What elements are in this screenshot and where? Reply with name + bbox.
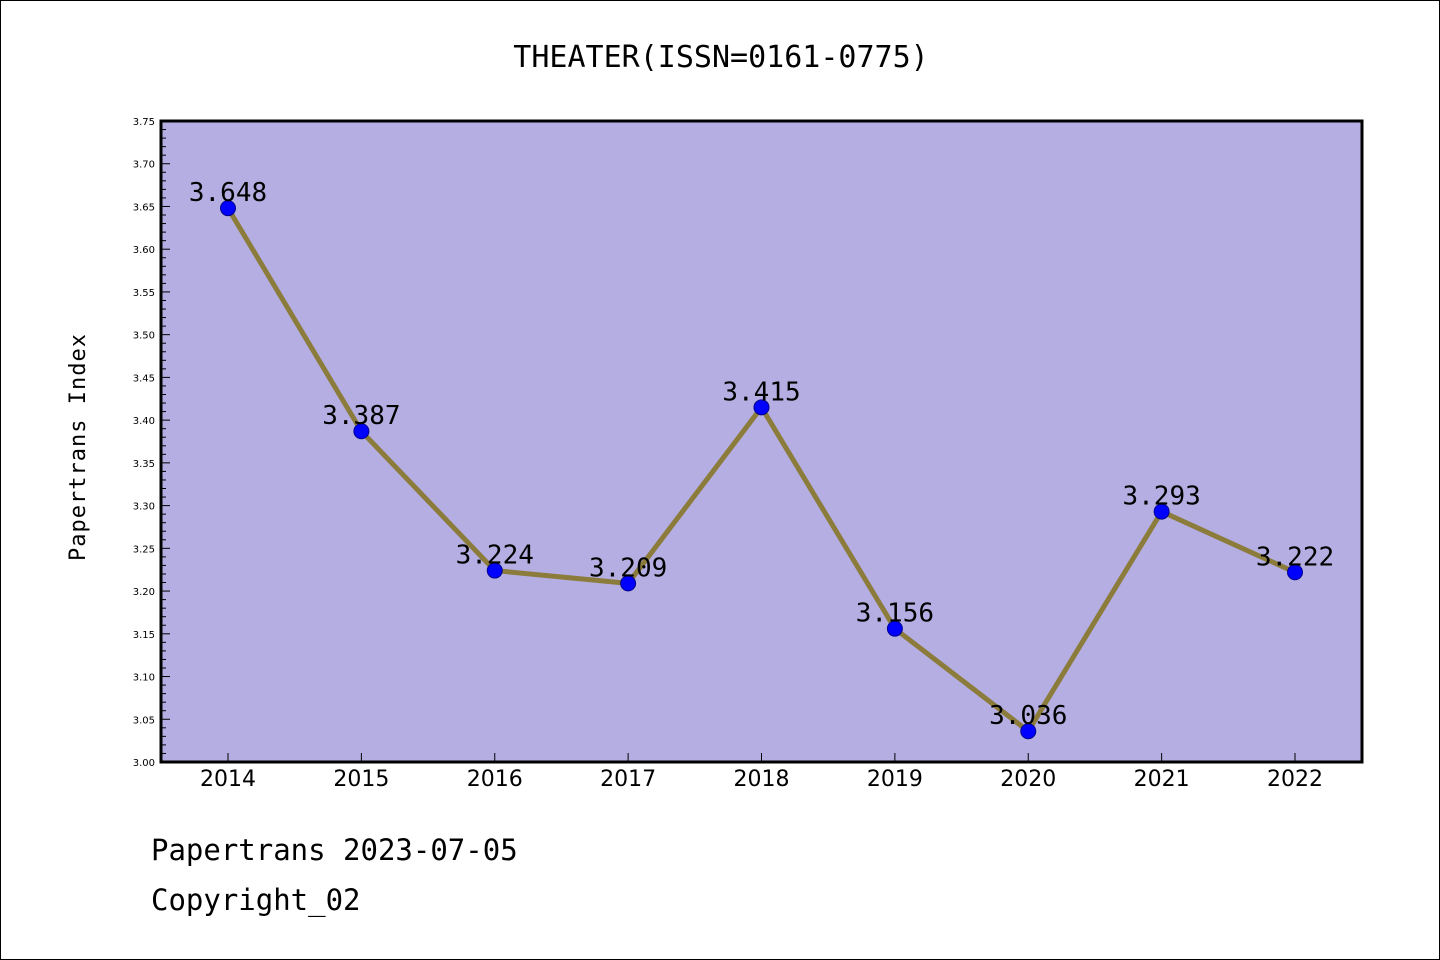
y-tick-label: 3.20	[133, 587, 155, 598]
data-point	[620, 575, 637, 592]
plot-area	[161, 121, 1362, 762]
y-tick-label: 3.25	[133, 544, 155, 555]
y-tick-label: 3.45	[133, 373, 155, 384]
data-point	[220, 200, 236, 217]
y-tick-label: 3.40	[133, 416, 155, 427]
y-tick-label: 3.15	[133, 630, 155, 641]
data-label: 3.036	[989, 701, 1067, 731]
y-axis: 3.00 3.05 3.10 3.15 3.20 3.25 3.30 3.35 3.40 3.45…	[133, 117, 170, 769]
y-tick-label: 3.50	[133, 331, 155, 342]
plot-frame	[159, 119, 1364, 764]
footer-date: Papertrans 2023-07-05	[151, 833, 518, 867]
data-point	[753, 399, 770, 416]
data-label: 3.415	[722, 377, 800, 407]
data-label: 3.293	[1122, 482, 1200, 512]
data-label: 3.224	[456, 541, 534, 571]
x-tick-label: 2021	[1134, 767, 1190, 792]
data-point	[353, 423, 370, 440]
y-tick-label: 3.55	[133, 288, 155, 299]
y-tick-label: 3.10	[133, 673, 155, 684]
data-point	[1020, 723, 1037, 740]
x-tick-label: 2022	[1267, 767, 1323, 792]
y-tick-label: 3.35	[133, 459, 155, 470]
y-axis-label: Papertrans Index	[66, 333, 91, 561]
y-tick-label: 3.75	[133, 117, 155, 128]
chart-title: THEATER(ISSN=0161-0775)	[513, 40, 928, 75]
x-tick-label: 2016	[467, 767, 523, 792]
y-tick-label: 3.30	[133, 502, 155, 513]
y-tick-label: 3.65	[133, 202, 155, 213]
data-label: 3.222	[1256, 542, 1334, 572]
x-tick-label: 2017	[600, 767, 656, 792]
data-series: 3.648 3.387 3.224 3.209 3.415 3.156 3.036 3.293…	[189, 178, 1334, 740]
x-tick-label: 2014	[200, 767, 256, 792]
x-tick-label: 2015	[333, 767, 389, 792]
y-tick-label: 3.05	[133, 715, 155, 726]
data-point	[1153, 503, 1170, 520]
x-axis: 2014 2015 2016 2017 2018 2019 2020 2021 2022	[200, 753, 1323, 792]
x-tick-label: 2018	[734, 767, 790, 792]
x-tick-label: 2019	[867, 767, 923, 792]
y-tick-label: 3.70	[133, 160, 155, 171]
y-tick-label: 3.00	[133, 758, 155, 769]
data-point	[886, 620, 903, 637]
footer-copyright: Copyright_02	[151, 883, 361, 917]
data-label: 3.648	[189, 178, 267, 208]
data-label: 3.209	[589, 553, 667, 583]
data-point	[486, 562, 503, 579]
data-label: 3.156	[856, 599, 934, 629]
data-point	[1287, 564, 1303, 581]
y-tick-label: 3.60	[133, 245, 155, 256]
data-label: 3.387	[322, 401, 400, 431]
x-tick-label: 2020	[1000, 767, 1056, 792]
